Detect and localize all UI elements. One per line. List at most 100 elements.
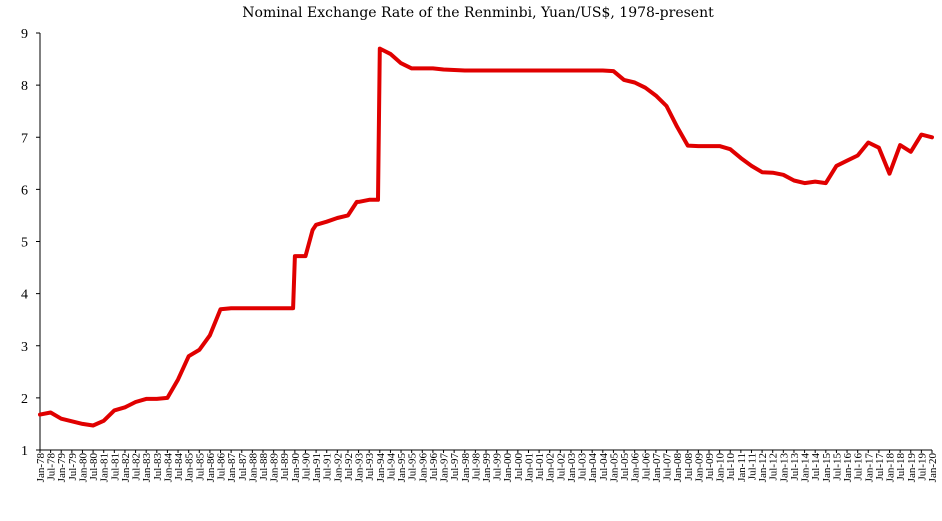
data-point [771,171,774,174]
data-point [113,409,116,412]
data-point [761,171,764,174]
data-point [431,67,434,70]
y-tick-label: 6 [21,183,28,198]
data-point [814,180,817,183]
data-point [739,157,742,160]
data-point [845,159,848,162]
data-point [399,62,402,65]
data-point [463,69,466,72]
data-point [272,307,275,310]
plot-area [38,47,933,427]
data-point [803,182,806,185]
data-point [516,69,519,72]
data-point [867,141,870,144]
y-tick-label: 8 [21,79,28,94]
data-point [580,69,583,72]
data-point [495,69,498,72]
data-point [368,198,371,201]
data-point [835,164,838,167]
data-point [311,228,314,231]
data-point [176,378,179,381]
chart-title: Nominal Exchange Rate of the Renminbi, Y… [242,5,714,21]
data-point [187,355,190,358]
data-point [81,422,84,425]
y-tick-label: 4 [21,288,28,303]
y-tick-label: 7 [21,131,28,146]
data-point [484,69,487,72]
data-point [70,420,73,423]
data-point [559,69,562,72]
y-axis: 1 2 3 4 5 6 7 8 9 [21,27,40,459]
data-point [569,69,572,72]
x-tick-label: Jan-20 [927,453,939,483]
data-point [920,133,923,136]
data-point [304,255,307,258]
y-tick-label: 1 [21,444,28,459]
data-point [198,348,201,351]
y-tick-label: 3 [21,340,28,355]
data-point [292,307,295,310]
data-point [665,104,668,107]
data-point [251,307,254,310]
data-point [792,179,795,182]
data-point [548,69,551,72]
data-point [591,69,594,72]
data-point [336,216,339,219]
data-point [134,400,137,403]
data-point [527,69,530,72]
data-point [538,69,541,72]
data-point [930,136,933,139]
y-tick-label: 2 [21,392,28,407]
data-point [410,67,413,70]
x-axis: Jan-78Jul-78Jan-79Jul-79Jan-80Jul-80Jan-… [35,450,939,482]
data-point [123,406,126,409]
data-point [506,69,509,72]
data-point [899,144,902,147]
data-point [856,154,859,157]
data-point [145,397,148,400]
data-point [293,255,296,258]
data-point [697,145,700,148]
data-point [155,397,158,400]
data-point [346,214,349,217]
data-point [230,307,233,310]
data-point [376,198,379,201]
data-point [824,182,827,185]
data-point [729,148,732,151]
data-point [166,396,169,399]
data-point [654,94,657,97]
data-point [357,200,360,203]
data-point [877,146,880,149]
data-point [92,424,95,427]
data-point [782,173,785,176]
data-point [644,86,647,89]
data-point [378,47,381,50]
y-tick-label: 9 [21,27,28,42]
data-point [750,164,753,167]
exchange-rate-line [40,49,932,426]
data-point [240,307,243,310]
data-point [421,67,424,70]
data-point [38,413,41,416]
data-point [315,223,318,226]
data-point [718,145,721,148]
data-point [389,52,392,55]
data-point [261,307,264,310]
data-point [612,70,615,73]
data-point [909,150,912,153]
data-point [601,69,604,72]
data-point [453,68,456,71]
data-point [474,69,477,72]
data-point [888,172,891,175]
data-point [208,334,211,337]
data-point [325,220,328,223]
data-point [676,125,679,128]
data-point [633,81,636,84]
data-point [622,78,625,81]
y-tick-label: 5 [21,236,28,251]
data-point [686,144,689,147]
data-point [219,308,222,311]
data-point [707,145,710,148]
data-point [49,411,52,414]
